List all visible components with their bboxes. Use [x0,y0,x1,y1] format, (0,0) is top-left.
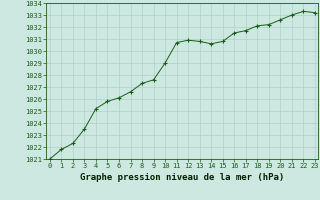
X-axis label: Graphe pression niveau de la mer (hPa): Graphe pression niveau de la mer (hPa) [80,173,284,182]
